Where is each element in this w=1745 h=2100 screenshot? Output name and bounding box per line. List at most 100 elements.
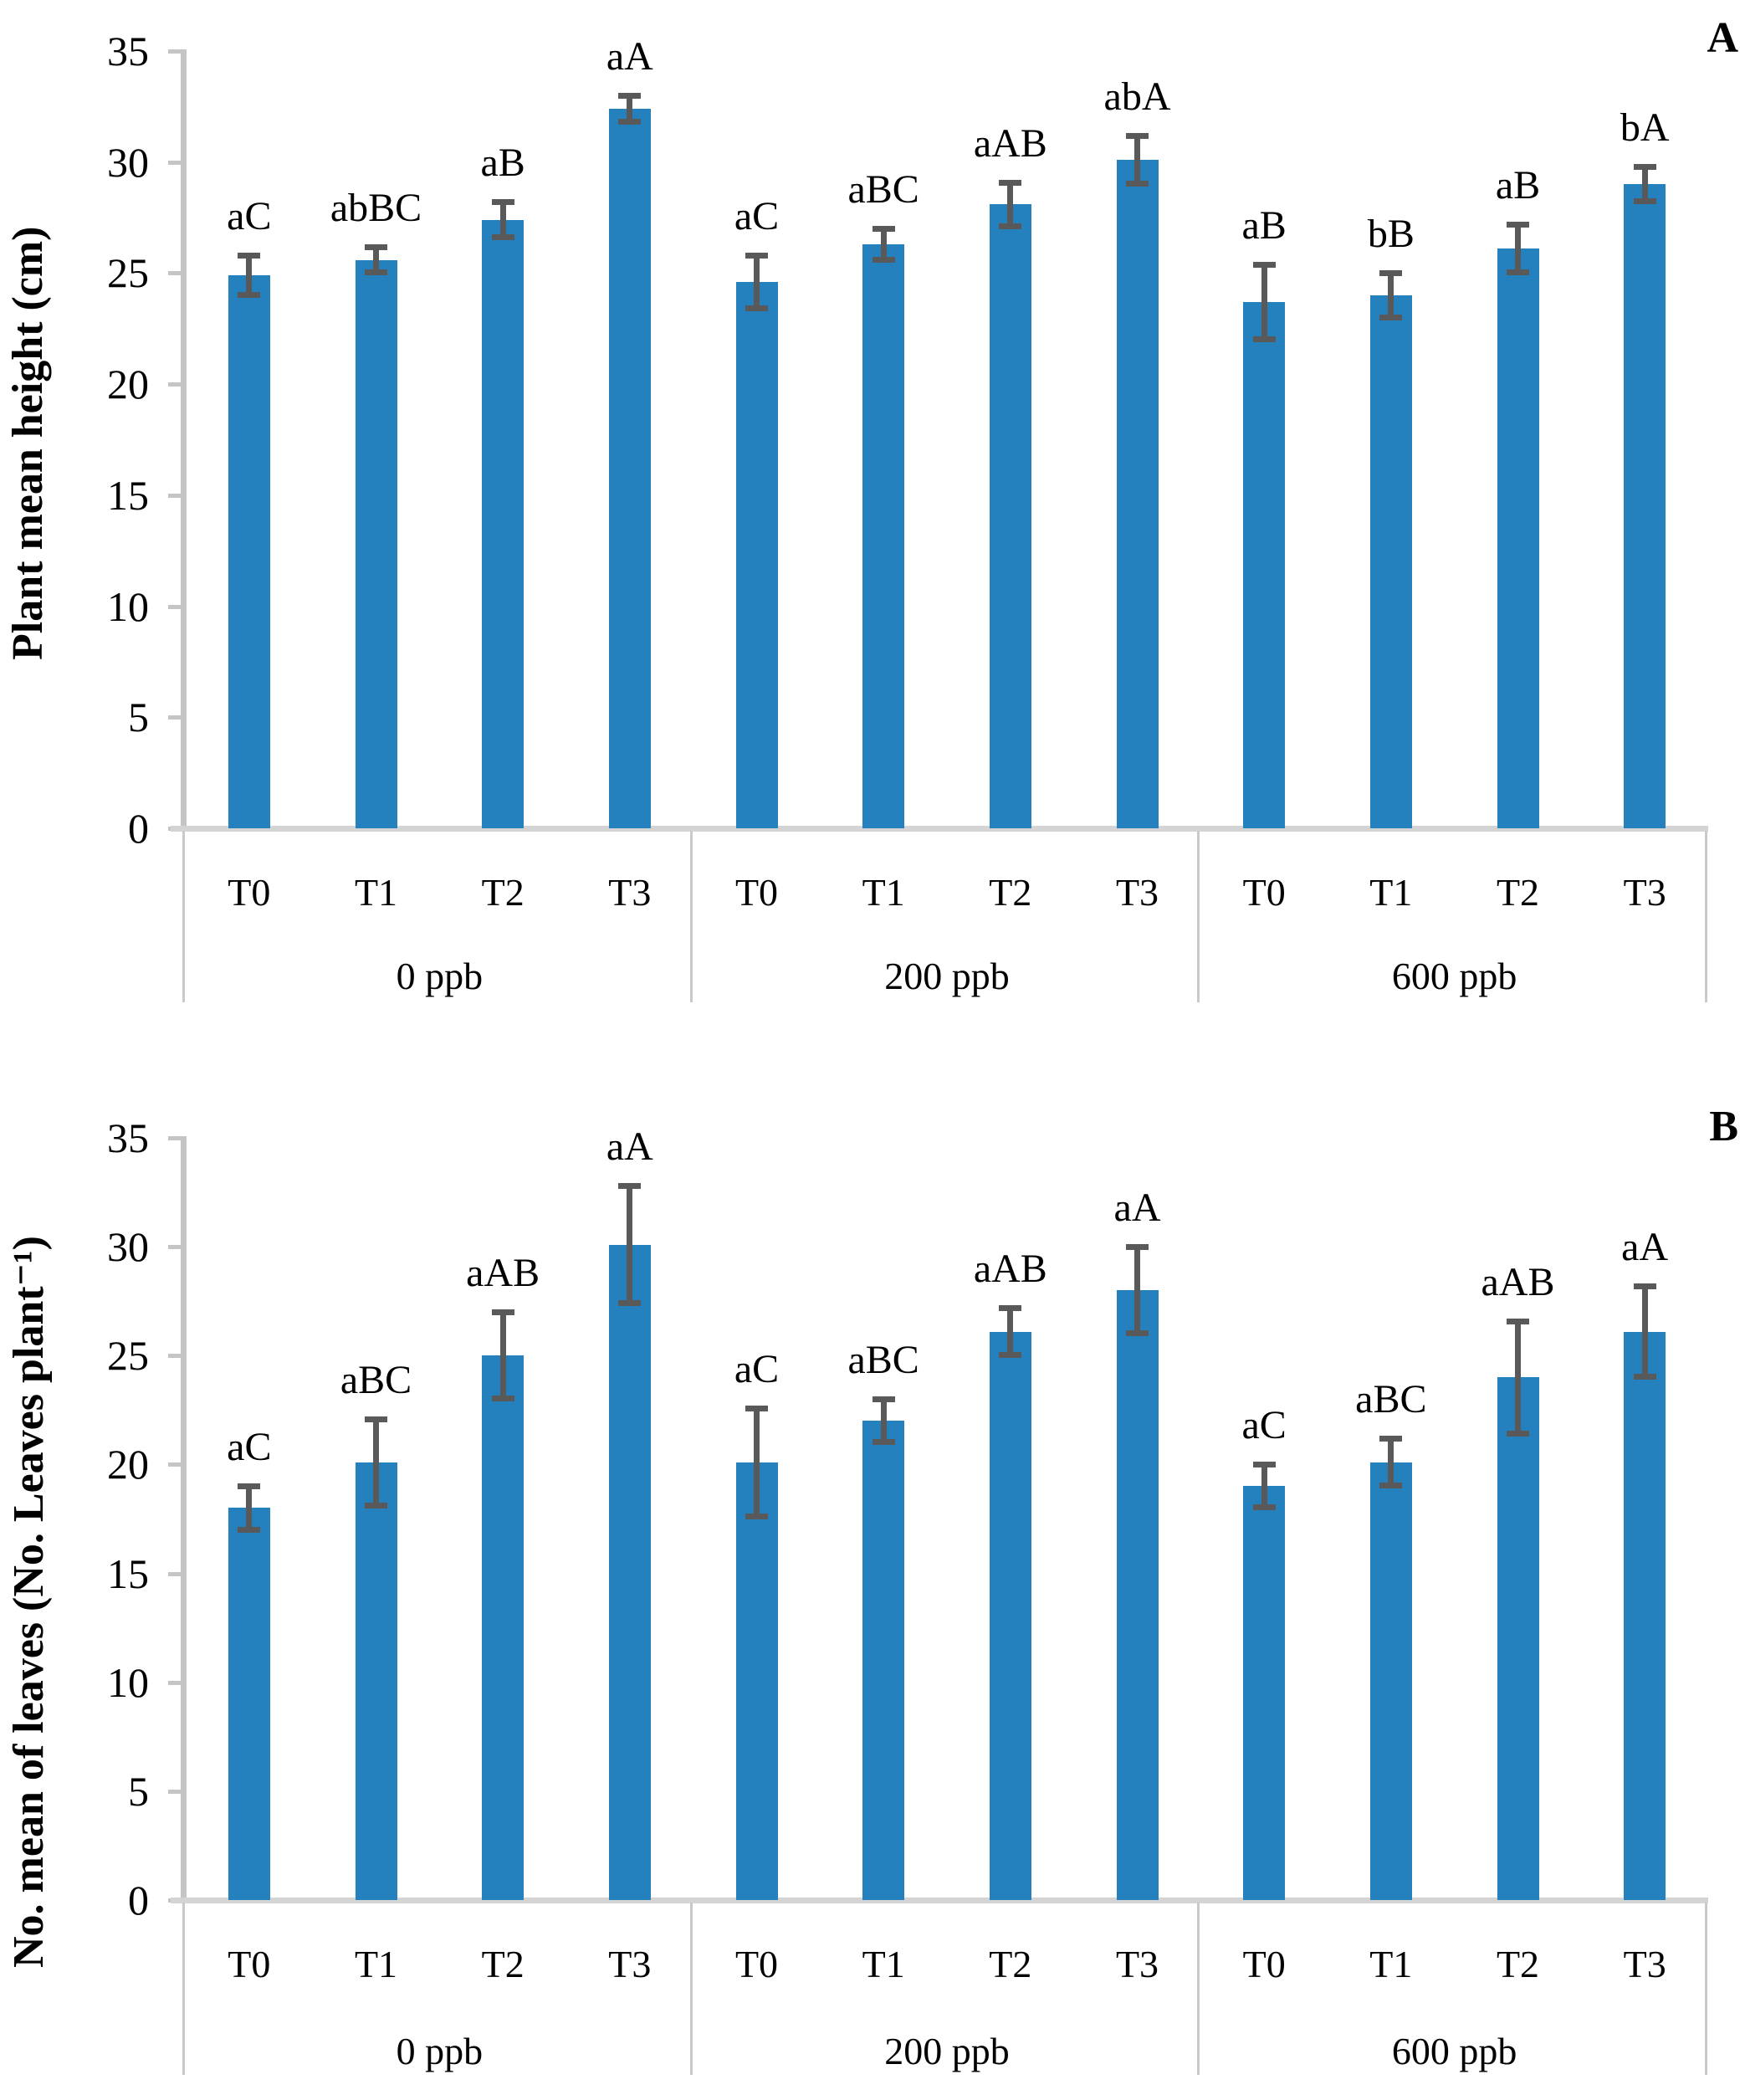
bar-annotation: aB bbox=[1495, 163, 1541, 208]
panel-letter: B bbox=[1709, 1103, 1738, 1150]
error-bar-top-cap bbox=[745, 253, 768, 259]
y-tick-label: 20 bbox=[107, 361, 149, 408]
error-bar-bottom-cap bbox=[1252, 1504, 1276, 1511]
y-tick-label: 30 bbox=[107, 1223, 149, 1271]
error-bar-bottom-cap bbox=[999, 1352, 1022, 1359]
y-tick-label: 25 bbox=[107, 249, 149, 297]
error-bar bbox=[1641, 1285, 1648, 1378]
category-label: T0 bbox=[1242, 1943, 1286, 1985]
error-bar-bottom-cap bbox=[1126, 1330, 1149, 1337]
bar-annotation: aC bbox=[227, 194, 272, 239]
y-tick-label: 10 bbox=[107, 1658, 149, 1706]
error-bar bbox=[499, 202, 506, 238]
x-axis-line bbox=[171, 1898, 1708, 1903]
category-label: T1 bbox=[354, 871, 398, 914]
group-label: 0 ppb bbox=[396, 955, 484, 997]
error-bar-bottom-cap bbox=[1379, 314, 1403, 320]
category-label: T0 bbox=[228, 871, 271, 914]
error-bar bbox=[373, 1418, 379, 1506]
error-bar-bottom-cap bbox=[491, 1396, 514, 1402]
error-bar-top-cap bbox=[238, 1483, 261, 1490]
error-bar bbox=[246, 1486, 253, 1530]
bar-T3 bbox=[1116, 1290, 1159, 1900]
bar-T2 bbox=[989, 1331, 1031, 1900]
error-bar bbox=[754, 255, 760, 309]
y-tick-mark bbox=[168, 271, 181, 276]
bar-T1 bbox=[355, 259, 397, 828]
error-bar-top-cap bbox=[1252, 261, 1276, 268]
bar-T2 bbox=[1497, 1377, 1539, 1900]
category-label: T3 bbox=[608, 871, 652, 914]
bar-annotation: aBC bbox=[847, 1338, 919, 1383]
bar-T3 bbox=[608, 1244, 651, 1900]
y-tick-mark bbox=[168, 493, 181, 498]
error-bar bbox=[627, 1186, 633, 1304]
category-label: T0 bbox=[734, 1943, 779, 1985]
bar-T1 bbox=[355, 1462, 397, 1900]
error-bar-top-cap bbox=[1379, 1436, 1403, 1442]
y-tick-mark bbox=[168, 1245, 181, 1250]
error-bar-top-cap bbox=[491, 1309, 514, 1316]
error-bar-top-cap bbox=[1126, 132, 1149, 139]
category-label: T1 bbox=[1369, 1943, 1413, 1985]
error-bar bbox=[627, 95, 633, 122]
bar-annotation: abBC bbox=[330, 185, 422, 230]
y-tick-mark bbox=[168, 160, 181, 165]
error-bar-bottom-cap bbox=[618, 118, 642, 125]
y-tick-mark bbox=[168, 1680, 181, 1685]
y-tick-label: 5 bbox=[128, 694, 149, 741]
error-bar-bottom-cap bbox=[1633, 1374, 1656, 1380]
bar-T2 bbox=[989, 204, 1031, 828]
bar-T0 bbox=[1243, 301, 1286, 828]
error-bar-bottom-cap bbox=[872, 1439, 895, 1446]
bar-T3 bbox=[608, 109, 651, 828]
error-bar-bottom-cap bbox=[491, 233, 514, 240]
error-bar bbox=[373, 246, 379, 274]
y-tick-mark bbox=[168, 715, 181, 720]
y-tick-mark bbox=[168, 604, 181, 609]
error-bar-top-cap bbox=[618, 1183, 642, 1190]
bar-annotation: bA bbox=[1620, 105, 1670, 151]
bar-T3 bbox=[1624, 184, 1666, 828]
group-separator bbox=[1197, 1903, 1200, 2075]
error-bar bbox=[1388, 273, 1394, 318]
group-label: 200 ppb bbox=[884, 955, 1010, 997]
error-bar-bottom-cap bbox=[872, 256, 895, 263]
bar-annotation: aC bbox=[1241, 1403, 1287, 1448]
category-label: T2 bbox=[1496, 871, 1540, 914]
category-label: T2 bbox=[481, 871, 525, 914]
error-bar-top-cap bbox=[1379, 270, 1403, 277]
bar-annotation: abA bbox=[1103, 74, 1171, 119]
category-label: T1 bbox=[1369, 871, 1413, 914]
category-label: T1 bbox=[862, 871, 905, 914]
y-tick-mark bbox=[168, 1354, 181, 1359]
category-label: T0 bbox=[228, 1943, 271, 1985]
bar-annotation: aAB bbox=[1481, 1259, 1555, 1304]
y-tick-label: 35 bbox=[107, 1114, 149, 1161]
bar-annotation: aA bbox=[1113, 1186, 1161, 1231]
bar-T3 bbox=[1624, 1331, 1666, 1900]
bar-T1 bbox=[1369, 1462, 1412, 1900]
group-label: 600 ppb bbox=[1391, 2030, 1517, 2072]
error-bar-top-cap bbox=[1252, 1462, 1276, 1468]
y-tick-label: 10 bbox=[107, 582, 149, 630]
category-axis-right-border bbox=[1705, 831, 1707, 1002]
y-axis-line bbox=[181, 1136, 187, 1900]
error-bar-bottom-cap bbox=[618, 1299, 642, 1306]
error-bar-bottom-cap bbox=[365, 269, 387, 276]
bar-T0 bbox=[228, 275, 270, 828]
bar-T2 bbox=[482, 219, 525, 828]
bar-annotation: aB bbox=[480, 141, 525, 186]
y-tick-label: 25 bbox=[107, 1332, 149, 1380]
error-bar-top-cap bbox=[1633, 1283, 1656, 1289]
error-bar-top-cap bbox=[238, 253, 261, 259]
y-tick-label: 15 bbox=[107, 1549, 149, 1597]
error-bar-bottom-cap bbox=[745, 1513, 768, 1519]
error-bar-top-cap bbox=[745, 1405, 768, 1411]
error-bar-top-cap bbox=[872, 226, 895, 233]
error-bar-top-cap bbox=[365, 243, 387, 250]
y-tick-mark bbox=[168, 1136, 181, 1140]
error-bar bbox=[499, 1312, 506, 1400]
group-label: 0 ppb bbox=[396, 2030, 484, 2072]
error-bar-bottom-cap bbox=[999, 223, 1022, 229]
